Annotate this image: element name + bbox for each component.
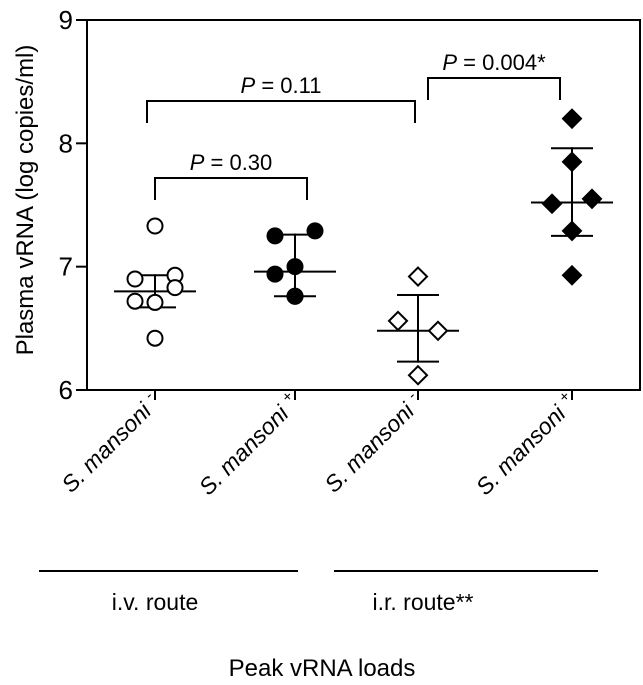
p-value-label: P = 0.30 [190, 150, 273, 175]
significance-bracket [154, 177, 308, 200]
data-point [407, 266, 429, 287]
data-point [286, 258, 304, 276]
p-symbol: P [190, 150, 205, 175]
p-symbol: P [442, 50, 457, 75]
y-axis-title: Plasma vRNA (log copies/ml) [12, 45, 39, 356]
data-point [166, 279, 184, 297]
x-tick-label-species: S. mansoni [56, 397, 156, 497]
route-group-label: i.v. route [112, 589, 199, 615]
x-tick-label-species: S. mansoni [319, 397, 419, 497]
x-tick-label: S. mansoni+ [469, 388, 581, 500]
data-point [266, 265, 284, 283]
data-point [427, 320, 449, 342]
x-tick-label: S. mansoni- [318, 388, 428, 498]
y-tick-label: 8 [59, 128, 73, 158]
data-point [541, 193, 563, 215]
y-tick-label: 7 [59, 252, 73, 282]
data-point [581, 188, 603, 210]
data-point [286, 287, 304, 305]
x-tick-label-species: S. mansoni [471, 400, 571, 500]
p-value-label: P = 0.11 [241, 73, 322, 98]
data-point [387, 310, 409, 332]
route-group-label: i.r. route** [373, 589, 474, 615]
data-point [126, 270, 144, 288]
data-point [146, 217, 164, 235]
data-point [561, 264, 583, 286]
data-point [266, 227, 284, 245]
significance-bracket [427, 77, 561, 100]
data-point [561, 151, 583, 173]
data-point [146, 329, 164, 347]
x-tick-label-species: S. mansoni [194, 400, 294, 500]
x-tick-label: S. mansoni+ [192, 388, 304, 500]
p-value-label: P = 0.004* [442, 50, 546, 75]
p-value: = 0.004* [457, 50, 546, 75]
y-tick-label: 9 [59, 5, 73, 35]
p-symbol: P [241, 73, 256, 98]
y-tick-label: 6 [59, 375, 73, 405]
data-point [126, 292, 144, 310]
data-point [146, 293, 164, 311]
data-point [561, 220, 583, 242]
data-point [407, 364, 429, 386]
x-axis-title: Peak vRNA loads [229, 655, 416, 682]
data-point [306, 222, 324, 240]
p-value: = 0.30 [204, 150, 272, 175]
p-value: = 0.11 [255, 73, 321, 98]
significance-bracket [146, 100, 416, 123]
data-point [561, 108, 583, 130]
